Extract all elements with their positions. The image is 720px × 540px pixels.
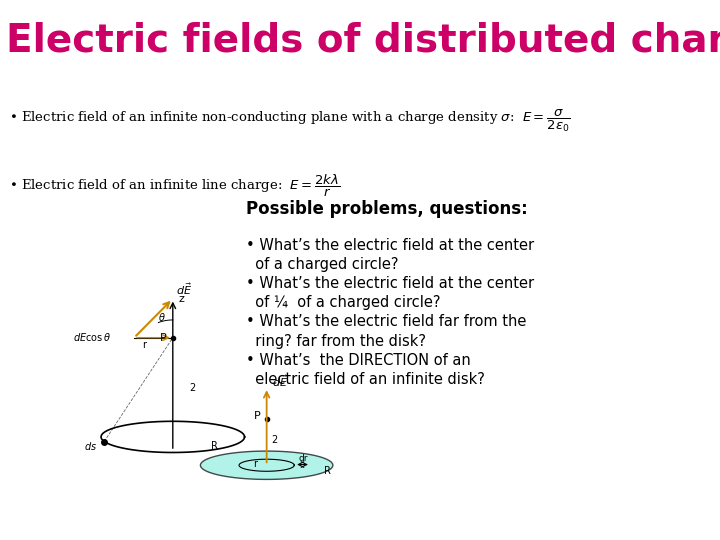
- Text: r: r: [142, 340, 146, 350]
- Text: P: P: [253, 411, 260, 421]
- Text: $\theta$: $\theta$: [158, 312, 166, 323]
- Text: R: R: [324, 465, 331, 476]
- Text: R: R: [212, 441, 218, 451]
- Text: • Electric field of an infinite non-conducting plane with a charge density $\sig: • Electric field of an infinite non-cond…: [9, 108, 571, 134]
- Text: $d\vec{E}$: $d\vec{E}$: [176, 281, 192, 297]
- Text: z: z: [179, 294, 184, 303]
- Text: r: r: [253, 458, 257, 469]
- Text: 2: 2: [189, 383, 196, 393]
- Text: Possible problems, questions:: Possible problems, questions:: [246, 200, 528, 218]
- Text: Electric fields of distributed charges: Electric fields of distributed charges: [6, 22, 720, 59]
- Text: P: P: [160, 333, 166, 343]
- Text: • Electric field of an infinite line charge:  $E = \dfrac{2k\lambda}{r}$: • Electric field of an infinite line cha…: [9, 173, 341, 199]
- Text: dr: dr: [299, 454, 308, 463]
- Polygon shape: [200, 451, 333, 480]
- Text: 2: 2: [271, 435, 277, 444]
- Text: $ds$: $ds$: [84, 440, 97, 452]
- Text: $d\vec{E}$: $d\vec{E}$: [272, 374, 288, 389]
- Text: $dE\cos\theta$: $dE\cos\theta$: [73, 331, 112, 343]
- Text: • What’s the electric field at the center
  of a charged circle?
• What’s the el: • What’s the electric field at the cente…: [246, 238, 534, 387]
